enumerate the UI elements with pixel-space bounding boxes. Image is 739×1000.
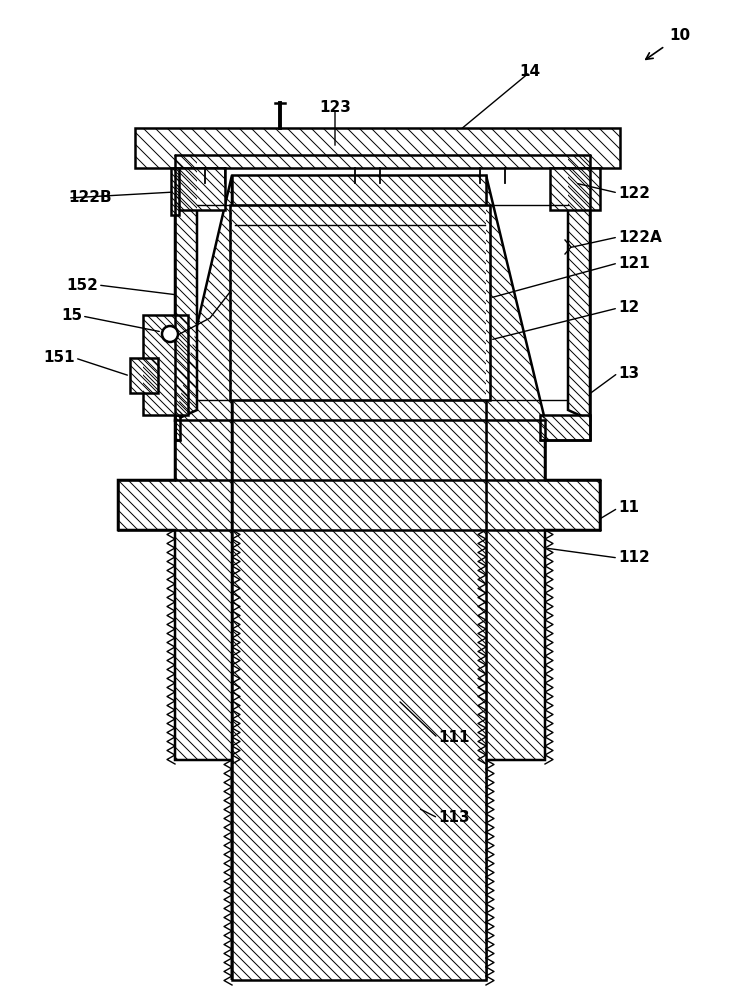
Text: 10: 10	[670, 27, 690, 42]
Text: 13: 13	[618, 365, 639, 380]
Text: 12: 12	[618, 300, 639, 316]
Polygon shape	[135, 128, 620, 168]
Text: 123: 123	[319, 101, 351, 115]
Text: 112: 112	[618, 550, 650, 566]
Text: 113: 113	[438, 810, 469, 826]
Bar	[230, 205, 490, 400]
Polygon shape	[130, 358, 158, 393]
Polygon shape	[568, 155, 590, 420]
Text: 122: 122	[618, 186, 650, 200]
Polygon shape	[175, 168, 225, 210]
Polygon shape	[232, 175, 486, 980]
Polygon shape	[486, 175, 600, 980]
Text: 121: 121	[618, 255, 650, 270]
Polygon shape	[118, 175, 232, 980]
Polygon shape	[171, 168, 179, 215]
Text: 14: 14	[520, 64, 540, 80]
Text: 15: 15	[61, 308, 82, 324]
Polygon shape	[175, 155, 197, 420]
Text: 152: 152	[66, 277, 98, 292]
Polygon shape	[143, 315, 188, 415]
Text: 122B: 122B	[68, 190, 112, 206]
Circle shape	[162, 326, 178, 342]
Text: 122A: 122A	[618, 230, 661, 244]
Polygon shape	[550, 168, 600, 210]
Text: 151: 151	[44, 351, 75, 365]
Text: 111: 111	[438, 730, 469, 746]
Text: 11: 11	[618, 500, 639, 516]
Polygon shape	[175, 415, 180, 440]
Polygon shape	[540, 415, 590, 440]
